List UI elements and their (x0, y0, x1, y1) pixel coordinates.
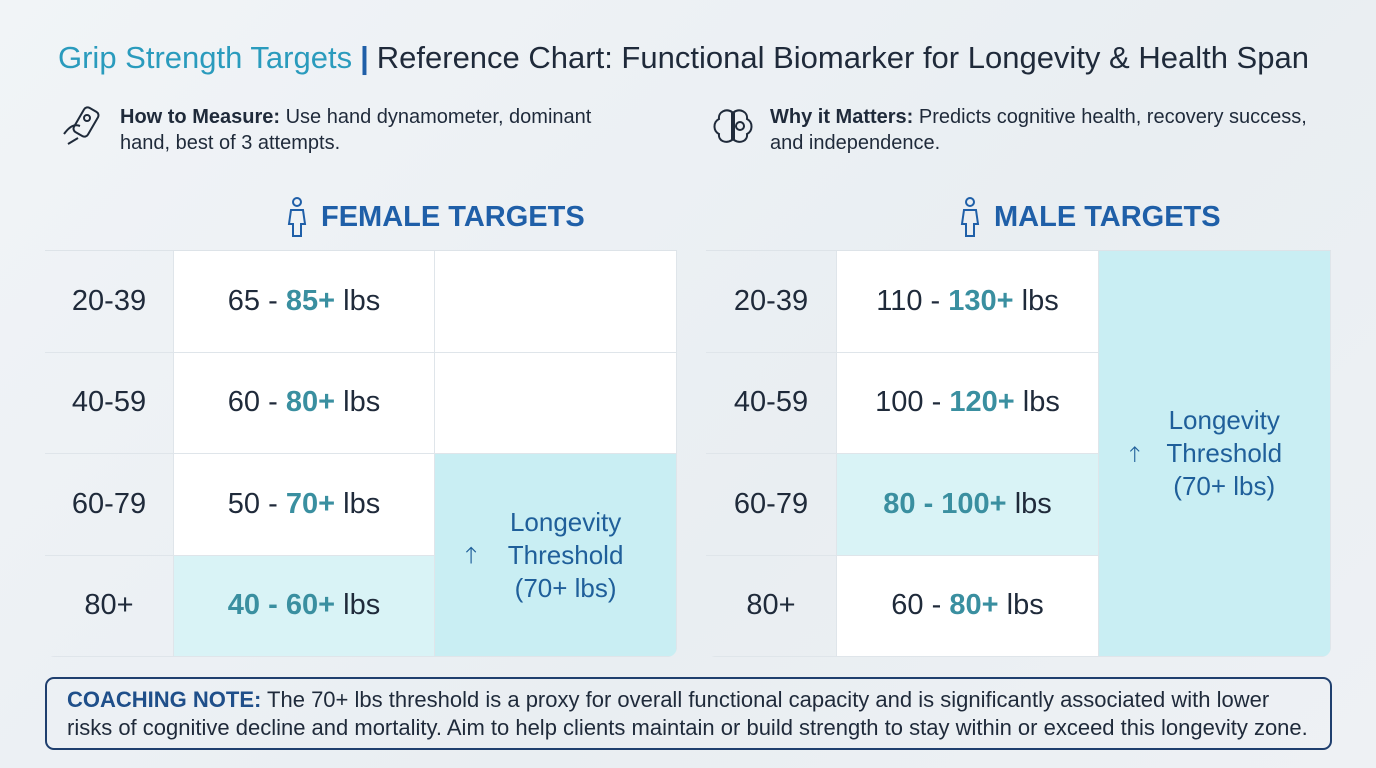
panel-title: FEMALE TARGETS (285, 196, 585, 238)
targets-table: 20-39 110 - 130+ lbs 40-59 100 - 120+ lbs 60… (706, 250, 1331, 657)
range-sep: - (268, 386, 278, 419)
range-unit: lbs (343, 386, 381, 419)
range-low: 100 (875, 386, 924, 419)
range-sep: - (268, 284, 278, 317)
range-high: 70+ (285, 487, 336, 520)
range-unit: lbs (1022, 386, 1060, 419)
range-low: 65 (227, 284, 261, 317)
range-cell: 60 - 80+ lbs (174, 352, 435, 454)
range-low: 60 (227, 386, 261, 419)
age-cell: 40-59 (706, 352, 837, 454)
range-unit: lbs (343, 487, 381, 520)
hand-icon (63, 106, 100, 145)
info-measure: How to Measure: Use hand dynamometer, do… (60, 104, 620, 156)
threshold-cell: Longevity Threshold (70+ lbs) (1099, 251, 1331, 657)
range-high: 85+ (285, 284, 336, 317)
range-sep: - (268, 589, 278, 622)
range-high: 130+ (948, 284, 1014, 317)
range-high: 80+ (949, 589, 999, 622)
brain-icon (713, 109, 753, 143)
range-cell: 110 - 130+ lbs (837, 251, 1099, 353)
range-cell: 100 - 120+ lbs (837, 352, 1099, 454)
info-text: Predicts cognitive health, recovery succ… (770, 106, 1307, 154)
subtitle: Reference Chart: Functional Biomarker fo… (376, 40, 1309, 75)
range-sep: - (268, 487, 278, 520)
info-why: Why it Matters: Predicts cognitive healt… (710, 104, 1330, 156)
range-unit: lbs (1014, 487, 1052, 520)
range-cell: 60 - 80+ lbs (837, 555, 1099, 657)
targets-table: 20-39 65 - 85+ lbs 40-59 60 - 80+ lbs 60-79 5… (45, 250, 677, 657)
threshold-text: Longevity Threshold (70+ lbs) (507, 506, 624, 603)
arrow-icon (465, 546, 477, 564)
range-high: 60+ (285, 589, 336, 622)
coaching-note: COACHING NOTE: The 70+ lbs threshold is … (45, 677, 1332, 750)
note-text: The 70+ lbs threshold is a proxy for ove… (67, 687, 1308, 740)
range-low: 80 (883, 487, 916, 520)
info-label: Why it Matters: (770, 106, 914, 128)
range-unit: lbs (1021, 284, 1059, 317)
age-cell: 80+ (45, 555, 174, 657)
age-cell: 80+ (706, 555, 837, 657)
range-sep: - (923, 487, 934, 520)
panel-title-text: MALE TARGETS (994, 200, 1221, 233)
range-unit: lbs (343, 284, 381, 317)
person-icon (287, 197, 307, 237)
header: Grip Strength Targets | Reference Chart: F… (58, 40, 1309, 76)
info-label: How to Measure: (120, 106, 281, 128)
range-cell: 50 - 70+ lbs (174, 454, 435, 556)
panel-title: MALE TARGETS (958, 196, 1221, 238)
arrow-icon (1129, 445, 1140, 462)
age-cell: 60-79 (706, 454, 837, 556)
age-cell: 20-39 (706, 251, 837, 353)
empty-cell (435, 352, 677, 454)
threshold-text: Longevity Threshold (70+ lbs) (1166, 405, 1283, 501)
note-label: COACHING NOTE: (67, 687, 262, 712)
range-low: 50 (227, 487, 261, 520)
panel-title-text: FEMALE TARGETS (321, 200, 585, 233)
range-cell: 40 - 60+ lbs (174, 555, 435, 657)
range-cell: 80 - 100+ lbs (837, 454, 1099, 556)
age-cell: 40-59 (45, 352, 174, 454)
empty-cell (435, 251, 677, 353)
divider: | (360, 40, 369, 75)
range-sep: - (931, 386, 942, 419)
range-low: 110 (876, 284, 923, 317)
range-high: 120+ (949, 386, 1015, 419)
range-unit: lbs (1006, 589, 1044, 622)
range-sep: - (931, 589, 942, 622)
person-icon (960, 197, 980, 237)
range-sep: - (930, 284, 941, 317)
info-text: Use hand dynamometer, dominant hand, bes… (120, 106, 592, 154)
range-cell: 65 - 85+ lbs (174, 251, 435, 353)
range-unit: lbs (343, 589, 381, 622)
range-high: 80+ (285, 386, 336, 419)
range-high: 100+ (941, 487, 1007, 520)
age-cell: 60-79 (45, 454, 174, 556)
title: Grip Strength Targets (58, 40, 353, 75)
age-cell: 20-39 (45, 251, 174, 353)
range-low: 40 (227, 589, 261, 622)
threshold-cell: Longevity Threshold (70+ lbs) (435, 454, 677, 657)
range-low: 60 (891, 589, 924, 622)
